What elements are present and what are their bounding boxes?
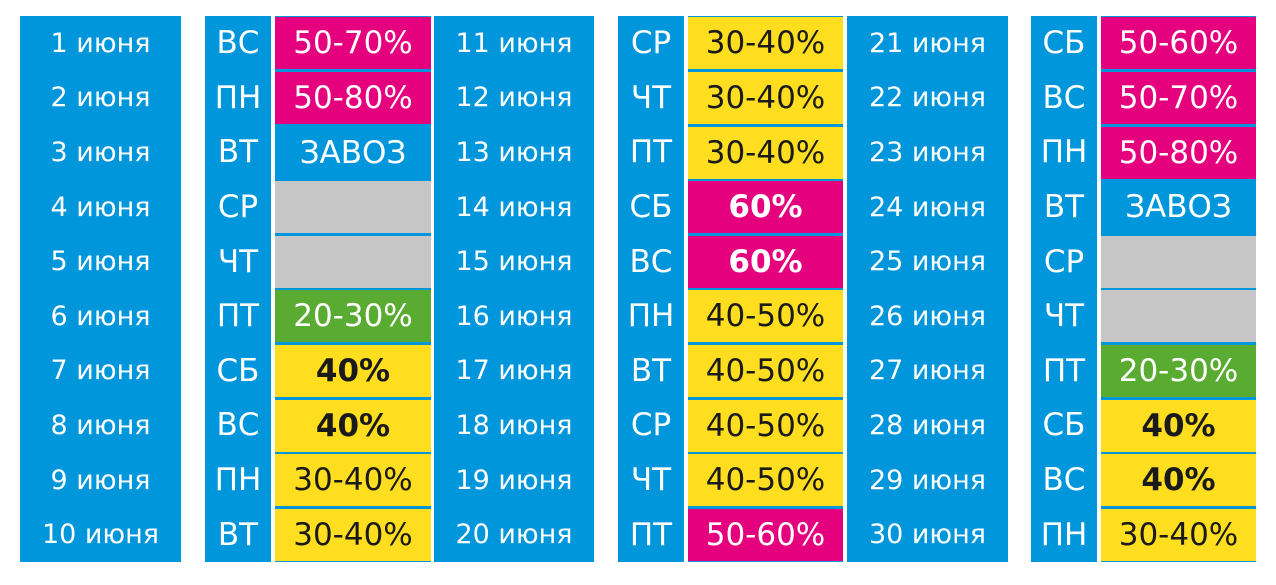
date-cell: 29 июня xyxy=(868,464,987,496)
weekday-cell: ЧТ xyxy=(1043,298,1085,335)
date-cell: 14 июня xyxy=(455,191,573,223)
discount-cell: ЗАВОЗ xyxy=(1101,181,1256,234)
weekday-cell: ПТ xyxy=(629,134,673,171)
date-cell: 28 июня xyxy=(868,409,987,441)
weekday-cell: ПН xyxy=(627,298,675,335)
weekday-column: СБ ВС ПН ВТ СР ЧТ ПТ СБ ВС ПН xyxy=(1031,16,1097,562)
date-cell: 20 июня xyxy=(455,519,573,551)
date-cell: 8 июня xyxy=(50,409,151,441)
weekday-cell: ВТ xyxy=(217,134,259,171)
weekday-cell: ВС xyxy=(1042,79,1086,116)
weekday-cell: СР xyxy=(630,25,672,62)
discount-cell: 40-50% xyxy=(688,344,843,397)
date-cell: 26 июня xyxy=(868,300,987,332)
weekday-cell: ВС xyxy=(629,243,673,280)
weekday-cell: ВС xyxy=(1042,462,1086,499)
date-cell: 19 июня xyxy=(455,464,573,496)
discount-column: 50-60% 50-70% 50-80% ЗАВОЗ 20-30% 40% 40% 30-40… xyxy=(1101,16,1256,562)
date-cell: 18 июня xyxy=(455,409,573,441)
date-cell: 21 июня xyxy=(868,27,987,59)
weekday-cell: ЧТ xyxy=(630,79,672,116)
discount-cell: 40-50% xyxy=(688,290,843,343)
discount-cell: 40% xyxy=(275,399,431,452)
discount-cell: 60% xyxy=(688,181,843,234)
weekday-cell: ПН xyxy=(1040,516,1088,553)
date-cell: 15 июня xyxy=(455,246,573,278)
discount-cell: 30-40% xyxy=(275,454,431,507)
weekday-cell: ВС xyxy=(216,407,260,444)
discount-cell: 30-40% xyxy=(1101,508,1256,561)
discount-cell xyxy=(1101,290,1256,343)
date-cell: 6 июня xyxy=(50,300,151,332)
date-cell: 12 июня xyxy=(455,82,573,114)
discount-cell: 50-70% xyxy=(1101,71,1256,124)
weekday-cell: СБ xyxy=(1042,25,1086,62)
date-cell: 10 июня xyxy=(41,519,160,551)
discount-cell: 40% xyxy=(1101,399,1256,452)
date-column: 21 июня 22 июня 23 июня 24 июня 25 июня 26 ию… xyxy=(847,16,1008,562)
weekday-cell: СБ xyxy=(629,189,673,226)
discount-cell: 50-60% xyxy=(1101,17,1256,70)
date-cell: 4 июня xyxy=(50,191,151,223)
discount-cell: 20-30% xyxy=(275,290,431,343)
weekday-cell: ВТ xyxy=(1043,189,1085,226)
discount-cell: 50-80% xyxy=(1101,126,1256,179)
date-cell: 25 июня xyxy=(868,246,987,278)
discount-cell: 30-40% xyxy=(688,71,843,124)
discount-cell: 30-40% xyxy=(688,17,843,70)
date-cell: 1 июня xyxy=(50,27,151,59)
discount-cell: 40-50% xyxy=(688,454,843,507)
discount-cell: 50-80% xyxy=(275,71,431,124)
date-cell: 13 июня xyxy=(455,136,573,168)
date-cell: 23 июня xyxy=(868,136,987,168)
weekday-column: ВС ПН ВТ СР ЧТ ПТ СБ ВС ПН ВТ xyxy=(205,16,271,562)
weekday-cell: ЧТ xyxy=(630,462,672,499)
weekday-cell: ВТ xyxy=(630,352,672,389)
weekday-cell: ПТ xyxy=(629,516,673,553)
weekday-cell: ВС xyxy=(216,25,260,62)
date-cell: 17 июня xyxy=(455,355,573,387)
weekday-cell: ПН xyxy=(214,79,262,116)
discount-cell: 50-70% xyxy=(275,17,431,70)
discount-cell xyxy=(1101,235,1256,288)
weekday-cell: ПН xyxy=(1040,134,1088,171)
discount-cell: 20-30% xyxy=(1101,344,1256,397)
discount-cell: 40% xyxy=(275,344,431,397)
discount-cell: 30-40% xyxy=(275,508,431,561)
weekday-cell: СР xyxy=(630,407,672,444)
date-cell: 22 июня xyxy=(868,82,987,114)
discount-column: 30-40% 30-40% 30-40% 60% 60% 40-50% 40-50% 40-5… xyxy=(688,16,843,562)
weekday-cell: СБ xyxy=(1042,407,1086,444)
weekday-column: СР ЧТ ПТ СБ ВС ПН ВТ СР ЧТ ПТ xyxy=(618,16,684,562)
weekday-cell: ПН xyxy=(214,462,262,499)
discount-cell xyxy=(275,181,431,234)
date-cell: 30 июня xyxy=(868,519,987,551)
date-cell: 27 июня xyxy=(868,355,987,387)
date-cell: 16 июня xyxy=(455,300,573,332)
weekday-cell: СР xyxy=(217,189,259,226)
date-column: 11 июня 12 июня 13 июня 14 июня 15 июня 16 ию… xyxy=(434,16,594,562)
discount-cell: 40% xyxy=(1101,454,1256,507)
discount-cell: 40-50% xyxy=(688,399,843,452)
discount-column: 50-70% 50-80% ЗАВОЗ 20-30% 40% 40% 30-40% 30-40… xyxy=(275,16,431,562)
weekday-cell: ЧТ xyxy=(217,243,259,280)
weekday-cell: СР xyxy=(1043,243,1085,280)
date-cell: 24 июня xyxy=(868,191,987,223)
discount-cell: 50-60% xyxy=(688,508,843,561)
date-cell: 3 июня xyxy=(50,136,151,168)
date-cell: 2 июня xyxy=(50,82,151,114)
weekday-cell: СБ xyxy=(216,352,260,389)
weekday-cell: ПТ xyxy=(1042,352,1086,389)
date-cell: 11 июня xyxy=(455,27,573,59)
date-cell: 5 июня xyxy=(50,246,151,278)
discount-cell xyxy=(275,235,431,288)
discount-cell: 60% xyxy=(688,235,843,288)
discount-cell: 30-40% xyxy=(688,126,843,179)
date-column: 1 июня 2 июня 3 июня 4 июня 5 июня 6 июня 7 ию… xyxy=(20,16,181,562)
date-cell: 7 июня xyxy=(50,355,151,387)
weekday-cell: ПТ xyxy=(216,298,260,335)
discount-cell: ЗАВОЗ xyxy=(275,126,431,179)
weekday-cell: ВТ xyxy=(217,516,259,553)
date-cell: 9 июня xyxy=(50,464,151,496)
